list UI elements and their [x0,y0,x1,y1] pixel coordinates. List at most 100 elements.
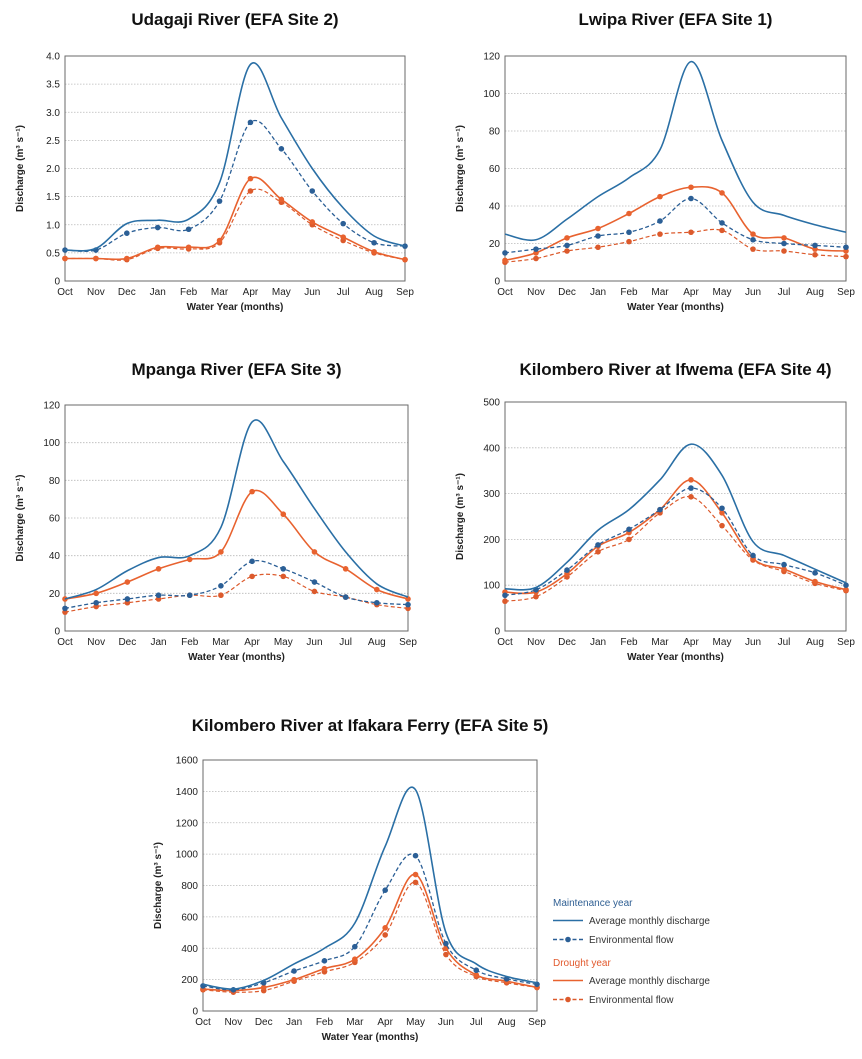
data-point [260,984,267,991]
x-tick-label: Feb [180,287,198,298]
data-point [218,549,224,555]
data-point [719,227,725,234]
data-point [382,887,388,894]
data-point [657,218,663,224]
data-point [443,940,449,947]
chart-title: Kilombero River at Ifakara Ferry (EFA Si… [192,716,549,735]
data-point [781,240,787,247]
data-point [843,244,849,251]
y-tick-label: 100 [483,581,500,592]
x-tick-label: Nov [527,637,545,648]
data-point [249,488,255,495]
x-tick-label: Feb [620,637,638,648]
data-point [564,248,570,254]
series-line-1 [64,62,406,252]
data-point [374,586,380,593]
data-point [352,956,358,963]
data-point [186,592,193,599]
y-tick-label: 100 [43,438,60,449]
data-point [154,244,161,251]
data-point [564,235,570,241]
y-tick-label: 400 [181,944,198,955]
x-tick-label: Sep [837,637,855,648]
data-point [533,246,539,252]
x-tick-label: Nov [87,637,105,648]
data-point [843,253,849,260]
data-point [626,526,632,533]
data-point [291,968,297,974]
x-tick-label: Mar [346,1017,364,1028]
data-point [812,570,818,576]
data-point [626,229,632,236]
y-tick-label: 200 [181,975,198,986]
legend: Maintenance year Average monthly discharg… [553,898,710,1006]
data-point [402,256,408,263]
data-point [352,943,358,950]
data-point [473,967,480,974]
data-point [371,239,377,246]
data-point [374,599,380,606]
chart-panel-2: Lwipa River (EFA Site 1) 0 20 40 60 80 100 120 O… [455,10,855,313]
x-axis-label: Water Year (months) [322,1032,419,1043]
x-tick-label: Jul [778,287,791,298]
series-line-4 [504,228,847,263]
data-point [62,255,68,262]
data-point [249,573,255,580]
data-point [688,485,694,491]
chart-title: Kilombero River at Ifwema (EFA Site 4) [519,360,831,379]
data-point [688,494,694,500]
data-point [371,248,377,255]
series-line-1 [504,443,847,591]
legend-label: Environmental flow [589,935,674,946]
data-point [62,605,68,612]
data-point [412,852,419,859]
data-point [62,247,68,253]
x-axis-label: Water Year (months) [627,652,724,663]
x-tick-label: Sep [396,287,414,298]
data-point [382,932,388,938]
data-point [218,583,224,589]
x-tick-label: Jan [150,287,166,298]
data-point [812,242,818,249]
series-line-3 [64,489,409,600]
data-point [719,522,725,529]
x-tick-label: Feb [181,637,199,648]
y-tick-label: 1.0 [46,220,60,231]
data-point [278,196,285,203]
plot-frame [504,55,847,282]
data-point [657,506,663,513]
x-axis-label: Water Year (months) [627,302,724,313]
data-point [405,596,411,602]
y-tick-label: 300 [483,489,500,500]
x-tick-label: Jun [304,287,320,298]
x-tick-label: Oct [497,287,513,298]
legend-heading: Maintenance year [553,898,633,909]
data-point [280,573,287,580]
data-point [719,505,725,512]
x-tick-label: Jul [470,1017,483,1028]
data-point [657,231,663,237]
series-line-4 [504,495,847,602]
legend-marker [565,936,571,943]
data-point [124,255,130,262]
data-point [843,586,849,593]
data-point [154,224,161,231]
x-tick-label: Jul [337,287,350,298]
data-point [626,536,632,543]
y-tick-label: 1000 [176,850,199,861]
x-tick-label: Jun [438,1017,454,1028]
x-tick-label: Jan [150,637,166,648]
series-line-4 [202,881,538,993]
x-tick-label: Nov [527,287,545,298]
data-point [750,552,756,559]
x-tick-label: Jan [286,1017,302,1028]
x-tick-label: Jun [745,287,761,298]
series-line-1 [64,419,409,600]
x-tick-label: Oct [195,1017,211,1028]
x-tick-label: Apr [377,1017,393,1028]
y-tick-label: 40 [49,551,61,562]
data-point [750,231,756,237]
data-point [443,951,449,958]
y-tick-label: 1200 [176,818,199,829]
